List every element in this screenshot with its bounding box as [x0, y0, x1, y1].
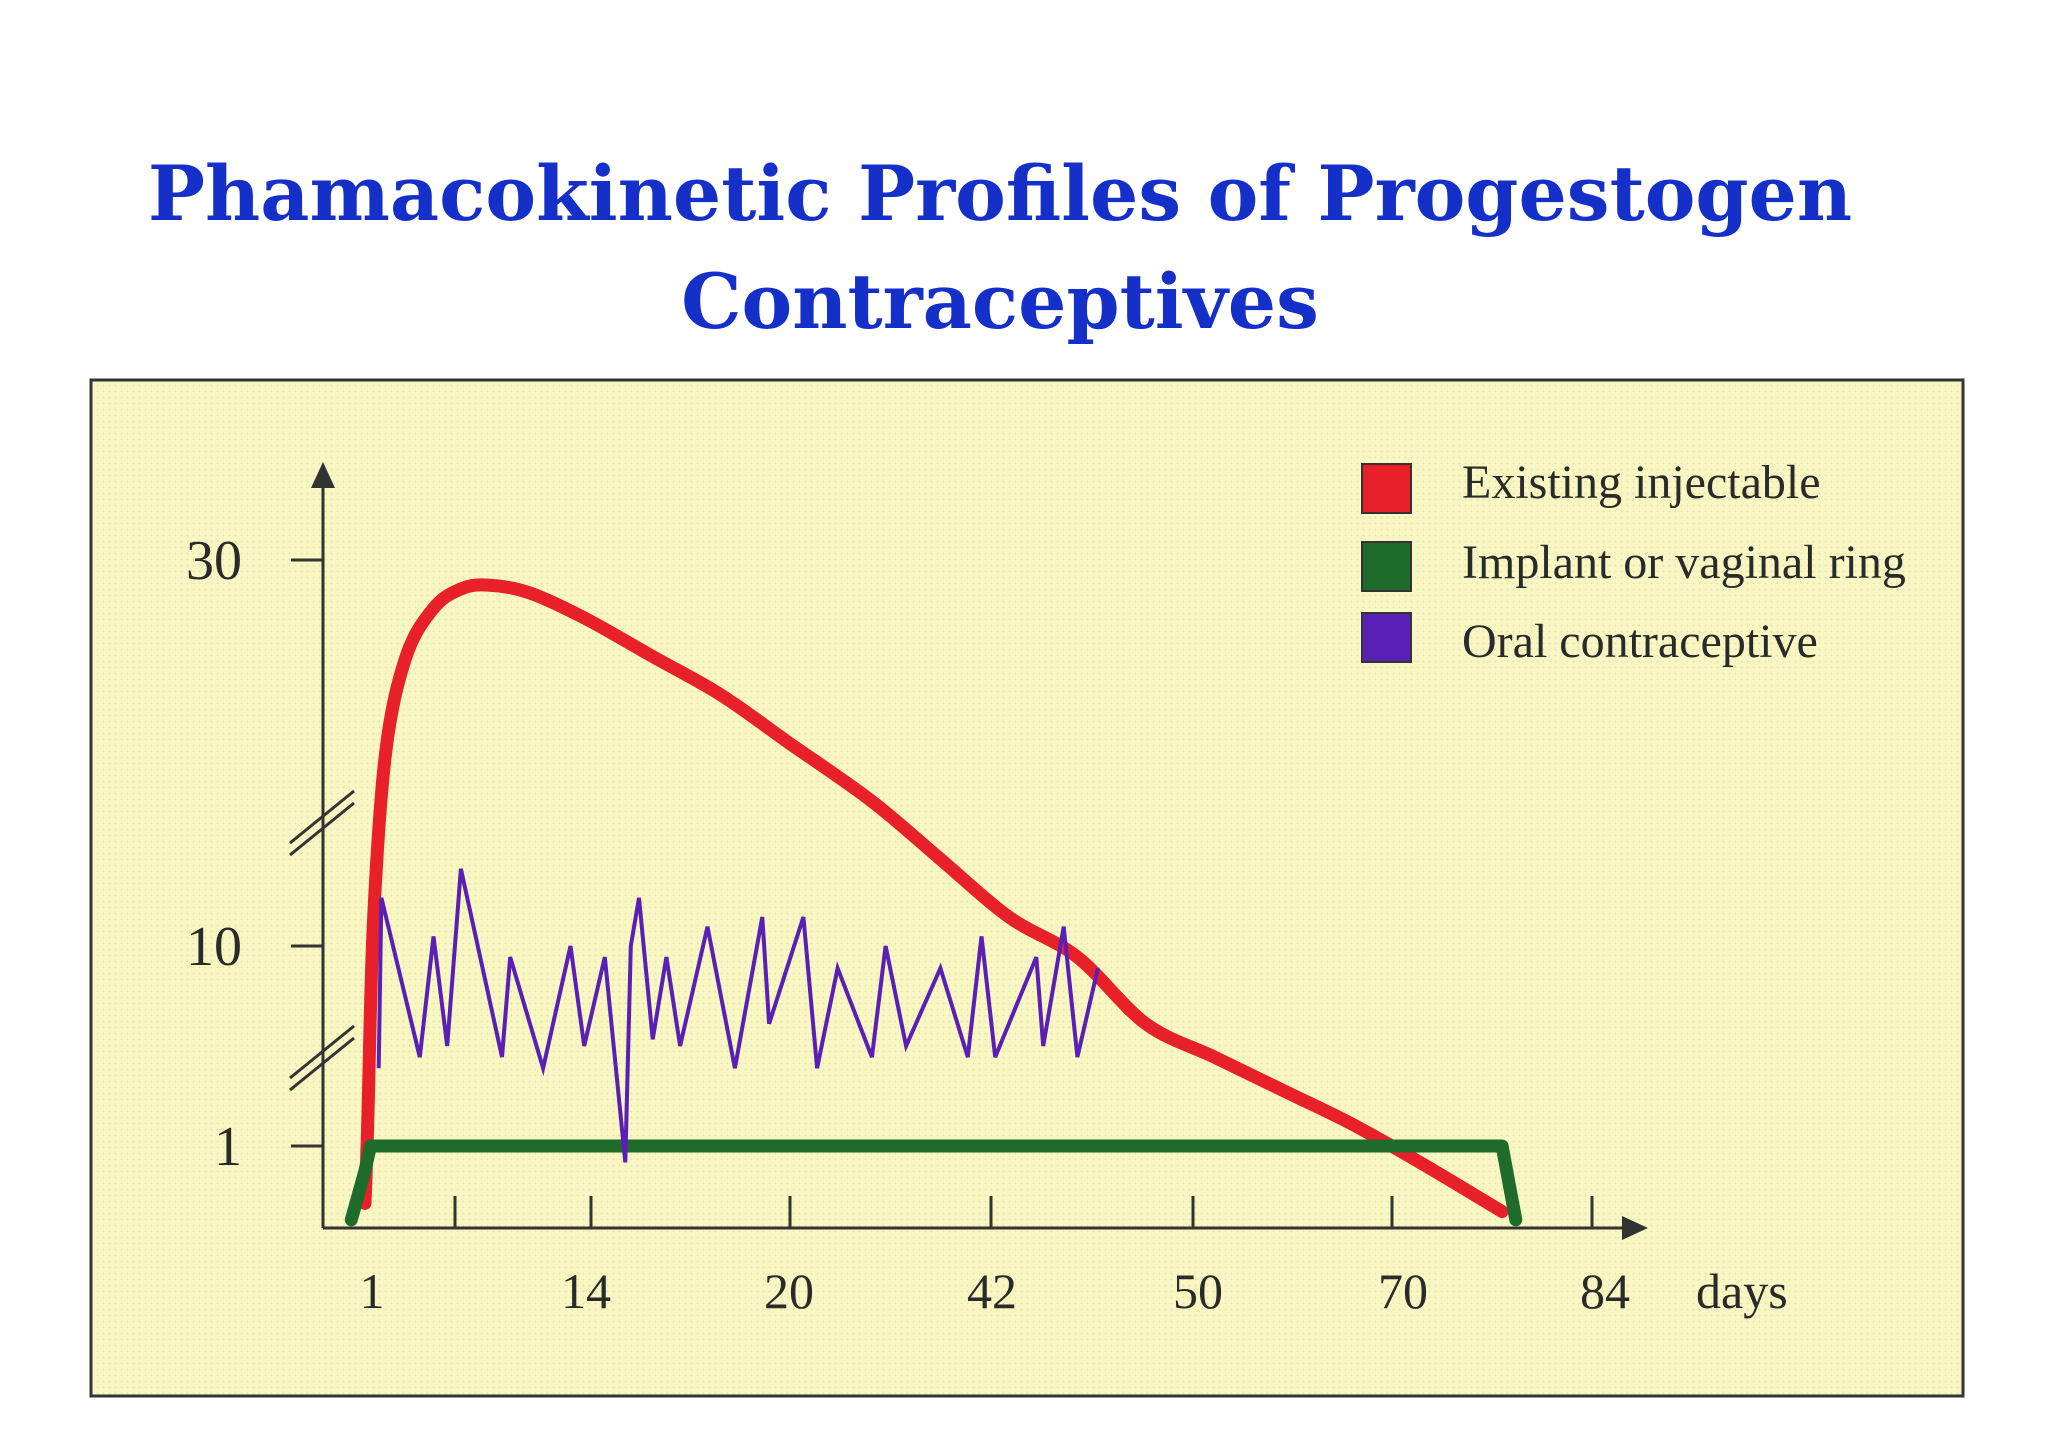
- x-tick-label: 50: [1173, 1263, 1223, 1319]
- chart-title-line1: Phamacokinetic Profiles of Progestogen: [147, 149, 1853, 238]
- legend-swatch-oral: [1361, 612, 1412, 663]
- series-line-injectable: [358, 578, 1509, 1219]
- y-tick-label: 30: [186, 530, 242, 592]
- x-axis-arrow-icon: [1622, 1216, 1648, 1240]
- axis-ticks: 1 14 20 42 50 70 84 30 10 1: [186, 530, 1630, 1319]
- y-tick-label: 1: [214, 1116, 242, 1178]
- legend-label-injectable: Existing injectable: [1462, 456, 1821, 509]
- x-tick-label: 70: [1378, 1263, 1428, 1319]
- chart-title-line2: Contraceptives: [681, 257, 1319, 346]
- y-axis-break-lower: [289, 1024, 355, 1092]
- chart-title: Phamacokinetic Profiles of Progestogen C…: [0, 140, 2000, 356]
- x-tick-label: 14: [561, 1263, 611, 1319]
- y-axis-arrow-icon: [311, 462, 335, 488]
- series-marks: [344, 578, 1523, 1227]
- y-axis-break-upper: [289, 789, 355, 857]
- x-axis-label: days: [1696, 1263, 1788, 1319]
- x-tick-label: 42: [967, 1263, 1017, 1319]
- series-line-oral: [376, 868, 1100, 1163]
- x-tick-label: 84: [1580, 1263, 1630, 1319]
- legend-label-oral: Oral contraceptive: [1462, 615, 1818, 668]
- x-tick-label: 1: [360, 1263, 385, 1319]
- legend-swatch-injectable: [1361, 463, 1412, 514]
- legend-swatch-implant: [1361, 541, 1412, 592]
- series-line-implant: [344, 1139, 1523, 1227]
- x-tick-label: 20: [764, 1263, 814, 1319]
- y-tick-label: 10: [186, 916, 242, 978]
- legend-label-implant: Implant or vaginal ring: [1462, 536, 1906, 589]
- legend: Existing injectable Implant or vaginal r…: [1361, 456, 1906, 668]
